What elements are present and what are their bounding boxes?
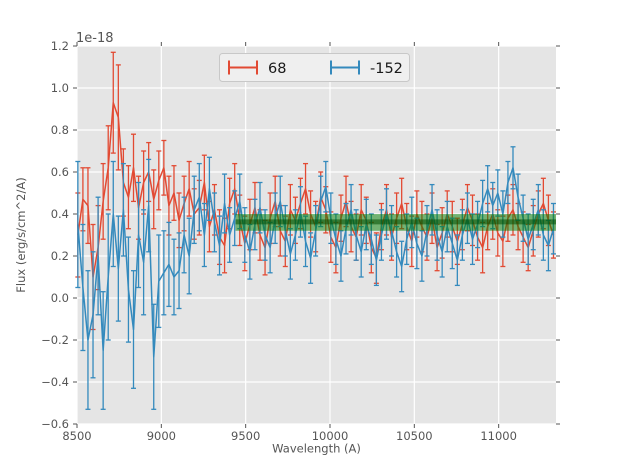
- x-tick-label: 11000: [480, 429, 517, 443]
- x-axis-label: Wavelength (A): [272, 442, 361, 456]
- y-tick-label: 0.8: [51, 123, 69, 137]
- legend-entry-68: 68: [228, 60, 286, 77]
- ticks: 8500 9000 9500 10000 10500 11000 −0.6 −0.4 −0.2 0…: [41, 39, 560, 443]
- y-tick-label: −0.2: [41, 333, 69, 347]
- y-axis-label: Flux (erg/s/cm^2/A): [14, 177, 28, 292]
- legend: 68 -152: [219, 53, 410, 82]
- x-tick-label: 10000: [312, 429, 349, 443]
- y-tick-label: 0.2: [51, 249, 69, 263]
- y-tick-label: 0.6: [51, 165, 69, 179]
- legend-box: [219, 53, 410, 82]
- x-tick-label: 9500: [231, 429, 260, 443]
- y-tick-label: 0.4: [51, 207, 69, 221]
- legend-label: 68: [268, 61, 286, 77]
- x-tick-label: 10500: [396, 429, 433, 443]
- y-tick-label: 0.0: [51, 291, 69, 305]
- legend-entry-minus-152: -152: [330, 60, 403, 77]
- y-tick-label: 1.0: [51, 81, 69, 95]
- y-tick-label: 1.2: [51, 39, 69, 53]
- legend-label: -152: [370, 61, 403, 77]
- x-tick-label: 9000: [147, 429, 176, 443]
- y-axis-offset-text: 1e-18: [76, 31, 114, 46]
- y-tick-label: −0.6: [41, 417, 69, 431]
- template-band: [235, 214, 557, 231]
- y-tick-label: −0.4: [41, 375, 69, 389]
- x-tick-label: 8500: [62, 429, 91, 443]
